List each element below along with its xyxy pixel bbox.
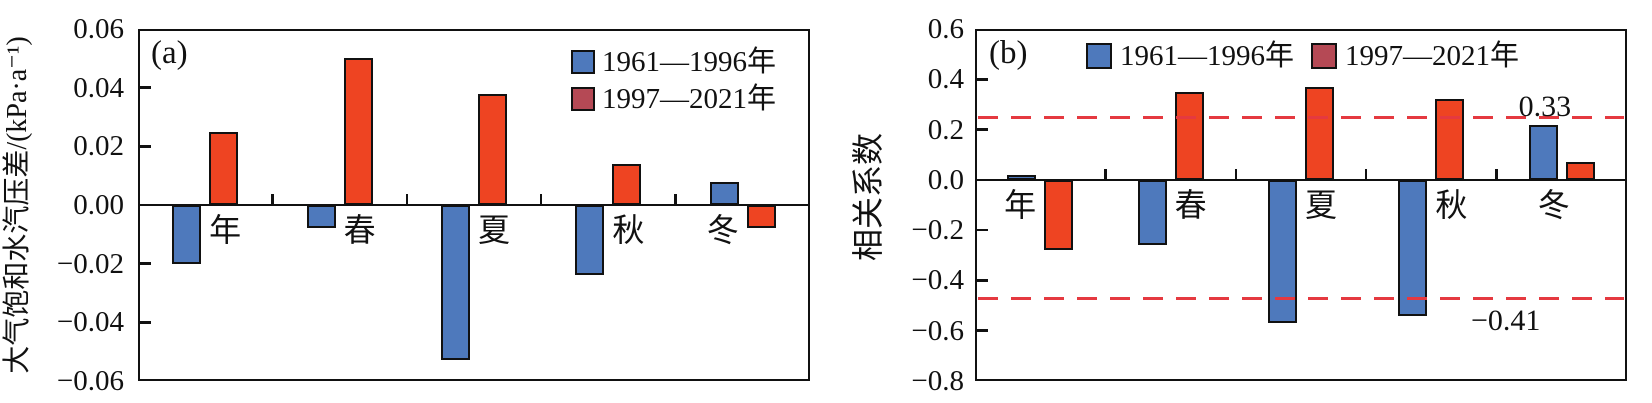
y-tick-mark	[140, 262, 151, 265]
category-separator-tick	[405, 194, 409, 205]
bar-b-1997-2021-4	[1565, 162, 1595, 180]
annotation-upper-critical-value: 0.33	[1518, 89, 1572, 123]
category-label: 冬	[706, 212, 739, 248]
category-separator-tick	[1364, 168, 1368, 180]
category-label: 夏	[1304, 186, 1337, 223]
bar-b-1997-2021-3	[1435, 99, 1465, 180]
category-separator-tick	[271, 194, 274, 205]
category-separator-tick	[674, 194, 677, 205]
y-tick-label: −0.02	[56, 247, 124, 280]
legend-label: 1997—2021年	[602, 83, 777, 115]
y-tick-label: 0.2	[927, 113, 964, 146]
y-tick-label: 0.06	[73, 13, 124, 45]
y-tick-label: 0.02	[73, 130, 124, 163]
bar-b-1961-1996-1	[1137, 179, 1167, 246]
legend-label: 1997—2021年	[1345, 40, 1520, 72]
bar-b-1997-2021-0	[1044, 179, 1074, 251]
legend-label: 1961—1996年	[602, 46, 777, 78]
category-label: 春	[343, 212, 376, 248]
y-tick-label: −0.4	[911, 264, 964, 297]
significance-dashed-line-upper	[978, 115, 1624, 119]
legend: 1961—1996年 1997—2021年	[571, 47, 776, 121]
bar-b-1997-2021-1	[1174, 91, 1204, 180]
bar-b-1961-1996-4	[1528, 124, 1558, 180]
category-label: 冬	[1537, 186, 1570, 223]
panel-label: (b)	[989, 35, 1028, 71]
bar-a-1997-2021-3	[612, 163, 642, 205]
bar-a-1961-1996-0	[172, 205, 202, 264]
panel-label: (a)	[151, 35, 188, 71]
legend-item-1997-2021: 1997—2021年	[571, 84, 776, 114]
y-tick-label: 0.6	[927, 13, 964, 45]
category-separator-tick	[1234, 168, 1238, 180]
legend-label: 1961—1996年	[1120, 40, 1295, 72]
legend-swatch-1997-2021	[1311, 43, 1338, 69]
y-tick-mark	[977, 329, 988, 332]
bar-a-1961-1996-3	[575, 205, 605, 276]
legend-swatch-1961-1996	[1086, 43, 1112, 69]
y-tick-label: 0.04	[73, 71, 124, 104]
bar-a-1961-1996-2	[441, 205, 470, 361]
legend-swatch-1961-1996	[571, 50, 595, 74]
significance-dashed-line-lower	[978, 296, 1624, 300]
y-tick-mark	[977, 279, 988, 282]
y-tick-mark	[977, 228, 988, 232]
y-tick-mark	[977, 128, 988, 131]
y-tick-label: 0.0	[927, 163, 964, 196]
category-separator-tick	[1495, 168, 1498, 180]
zero-axis-line	[975, 178, 1627, 182]
category-separator-tick	[1104, 168, 1107, 180]
y-tick-mark	[140, 86, 151, 89]
y-tick-mark	[140, 321, 151, 324]
category-label: 年	[209, 212, 242, 248]
y-tick-label: −0.06	[56, 365, 124, 397]
legend-item-1961-1996: 1961—1996年	[1086, 41, 1294, 71]
bar-a-1997-2021-1	[343, 58, 373, 205]
category-label: 秋	[612, 212, 645, 248]
y-tick-label: 0.4	[927, 63, 964, 96]
y-tick-label: −0.6	[911, 314, 964, 347]
legend: 1961—1996年 1997—2021年	[1086, 41, 1519, 71]
legend-item-1997-2021: 1997—2021年	[1311, 41, 1519, 71]
legend-item-1961-1996: 1961—1996年	[571, 47, 776, 77]
y-tick-mark	[140, 145, 151, 148]
y-tick-label: 0.00	[73, 189, 124, 221]
category-separator-tick	[539, 194, 543, 205]
y-tick-mark	[977, 78, 988, 81]
category-label: 春	[1174, 186, 1207, 223]
bar-b-1997-2021-2	[1305, 86, 1334, 180]
y-tick-label: −0.2	[911, 214, 964, 247]
bar-b-1961-1996-0	[1007, 174, 1037, 180]
annotation-lower-critical-value: −0.41	[1471, 303, 1541, 337]
y-tick-label: −0.04	[56, 306, 124, 339]
category-label: 年	[1004, 186, 1037, 223]
category-label: 秋	[1435, 186, 1468, 223]
bar-b-1961-1996-3	[1398, 179, 1428, 316]
bar-a-1997-2021-0	[209, 131, 239, 205]
zero-axis-line	[138, 203, 810, 207]
bar-a-1997-2021-4	[746, 205, 776, 229]
legend-swatch-1997-2021	[571, 87, 595, 111]
bar-a-1961-1996-4	[709, 181, 739, 205]
category-label: 夏	[477, 212, 510, 248]
bar-a-1961-1996-1	[306, 205, 336, 229]
bar-a-1997-2021-2	[478, 93, 507, 205]
plot-frame	[975, 29, 1627, 381]
y-tick-label: −0.8	[911, 365, 964, 397]
